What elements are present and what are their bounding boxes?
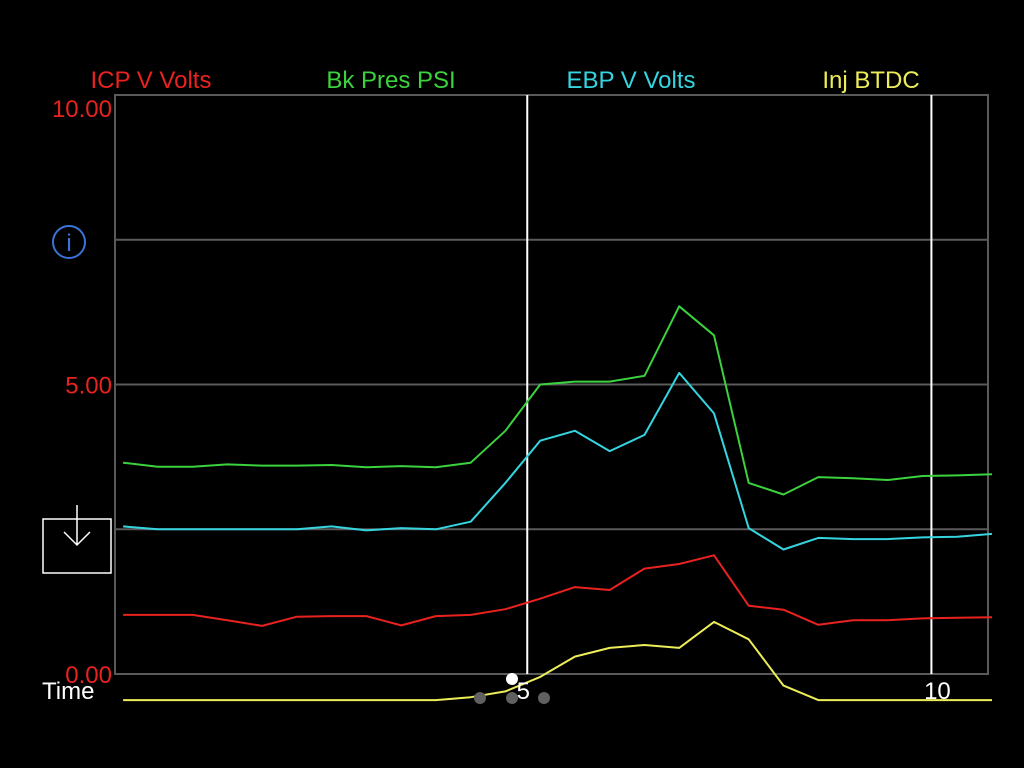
series-line-1 [122,305,993,496]
series-line-0 [123,554,993,627]
series-layer [122,305,993,702]
y-tick-label-2: 10.00 [52,96,112,123]
info-button[interactable]: i [52,225,86,259]
legend-item-2: EBP V Volts [567,67,696,94]
download-arrow-icon [63,505,91,547]
info-icon-glyph: i [66,230,71,257]
legend-item-0: ICP V Volts [91,67,212,94]
page-indicator[interactable] [474,673,550,704]
y-tick-label-1: 5.00 [65,373,112,400]
page-indicator-dot-2[interactable] [506,692,518,704]
page-indicator-dot-1[interactable] [506,673,518,685]
x-tick-label-0: 5 [517,678,530,705]
legend-item-1: Bk Pres PSI [326,67,455,94]
download-button[interactable] [42,505,112,574]
x-axis-label: Time [42,678,94,705]
legend-item-3: Inj BTDC [822,67,919,94]
x-tick-label-1: 10 [924,678,951,705]
axis-labels-layer: 0.00 5.00 10.00 5 10 [52,96,951,705]
series-line-3 [123,620,992,702]
page-indicator-dot-0[interactable] [474,692,486,704]
info-icon[interactable] [52,225,86,259]
y-tick-label-0: 0.00 [65,662,112,689]
page-indicator-dot-3[interactable] [538,692,550,704]
series-line-2 [123,371,993,551]
grid-layer [114,94,989,675]
legend-layer: ICP V Volts Bk Pres PSI EBP V Volts Inj BTD… [91,67,920,94]
